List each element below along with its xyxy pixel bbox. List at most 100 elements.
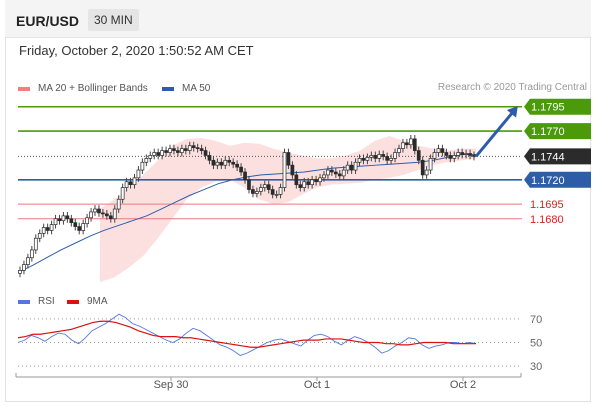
candle bbox=[49, 220, 54, 235]
rsi-line bbox=[17, 313, 477, 356]
candle-body bbox=[247, 179, 251, 190]
candle bbox=[270, 185, 275, 199]
candle-body bbox=[412, 138, 417, 151]
candle bbox=[385, 152, 389, 165]
candle bbox=[93, 205, 97, 216]
candle-body bbox=[219, 161, 224, 166]
candle-body bbox=[326, 169, 330, 176]
candle bbox=[231, 158, 236, 169]
candle bbox=[183, 144, 188, 155]
level-tag bbox=[524, 171, 591, 188]
candle-body bbox=[53, 218, 58, 225]
candle bbox=[361, 154, 366, 165]
candle bbox=[247, 175, 251, 194]
candle bbox=[353, 158, 358, 174]
candle-body bbox=[203, 150, 208, 156]
candle-body bbox=[144, 158, 149, 163]
candle-body bbox=[93, 208, 97, 213]
candle-body bbox=[310, 179, 314, 186]
candle bbox=[215, 158, 220, 170]
candle bbox=[144, 154, 149, 167]
candle bbox=[310, 175, 314, 189]
rsi-label: RSI bbox=[38, 296, 55, 307]
candle bbox=[448, 151, 453, 163]
candle bbox=[345, 161, 350, 174]
candle-body bbox=[243, 171, 247, 181]
candle-body bbox=[18, 270, 22, 274]
candle-body bbox=[416, 150, 421, 161]
candle bbox=[176, 146, 180, 157]
rsi-tick-label: 50 bbox=[530, 338, 542, 350]
candle-body bbox=[337, 173, 342, 177]
x-tick-label: Oct 1 bbox=[304, 379, 330, 391]
candle bbox=[266, 180, 271, 194]
candle-body bbox=[333, 171, 338, 175]
candle-body bbox=[37, 233, 42, 239]
candle bbox=[306, 177, 311, 189]
ma9-line bbox=[17, 320, 476, 348]
legend-ma20: MA 20 + Bollinger Bands bbox=[18, 83, 148, 94]
candle-body bbox=[464, 153, 468, 155]
level-tag bbox=[524, 148, 591, 165]
candle bbox=[41, 223, 46, 238]
timestamp: Friday, October 2, 2020 1:50:52 AM CET bbox=[19, 43, 254, 58]
candle bbox=[89, 208, 93, 222]
ma9-label: 9MA bbox=[87, 296, 108, 307]
timeframe-button[interactable]: 30 MIN bbox=[88, 9, 139, 31]
candle-body bbox=[29, 249, 34, 259]
candle-body bbox=[227, 159, 232, 163]
candle bbox=[452, 151, 457, 163]
candle-body bbox=[258, 187, 263, 192]
candle bbox=[377, 150, 382, 163]
candle bbox=[53, 214, 58, 229]
candle bbox=[436, 144, 441, 157]
legend-9ma: 9MA bbox=[67, 296, 108, 307]
candle bbox=[405, 138, 409, 149]
candle-body bbox=[270, 189, 275, 195]
ma50-label: MA 50 bbox=[182, 83, 211, 94]
candle-body bbox=[369, 155, 374, 158]
ma9-swatch bbox=[67, 299, 79, 304]
candle bbox=[428, 154, 433, 174]
candle bbox=[274, 190, 279, 199]
rsi-swatch bbox=[18, 299, 30, 304]
candle-body bbox=[440, 148, 445, 153]
candle-body bbox=[183, 148, 188, 151]
candle-body bbox=[468, 153, 472, 156]
candle-body bbox=[306, 181, 311, 186]
candle-body bbox=[176, 150, 180, 153]
ma50-swatch bbox=[162, 86, 174, 91]
candle-body bbox=[22, 264, 26, 271]
candle-body bbox=[172, 148, 176, 151]
candle bbox=[456, 148, 461, 160]
candle-body bbox=[136, 169, 141, 179]
level-label: 1.1680 bbox=[530, 214, 564, 226]
candle bbox=[282, 148, 287, 192]
candle bbox=[464, 149, 468, 159]
candle-body bbox=[385, 156, 389, 161]
candle bbox=[258, 183, 263, 196]
candle bbox=[132, 173, 137, 189]
candle bbox=[187, 141, 192, 155]
candle bbox=[235, 160, 239, 172]
candle bbox=[108, 211, 113, 223]
candle-body bbox=[140, 161, 145, 171]
candle bbox=[341, 166, 346, 180]
candle bbox=[57, 214, 62, 225]
candle-body bbox=[373, 155, 378, 159]
candle bbox=[357, 154, 362, 167]
candle bbox=[61, 211, 66, 225]
candle bbox=[148, 151, 153, 163]
candle bbox=[432, 148, 437, 163]
ma20-label: MA 20 + Bollinger Bands bbox=[38, 83, 148, 94]
candle bbox=[207, 151, 212, 165]
candle-body bbox=[314, 179, 318, 183]
candle-body bbox=[239, 166, 243, 173]
candle bbox=[389, 154, 393, 165]
candle bbox=[424, 166, 429, 179]
chart-frame bbox=[5, 0, 591, 402]
candle bbox=[33, 234, 38, 254]
candle bbox=[326, 166, 330, 179]
candle bbox=[168, 144, 172, 157]
candle-body bbox=[116, 198, 121, 210]
